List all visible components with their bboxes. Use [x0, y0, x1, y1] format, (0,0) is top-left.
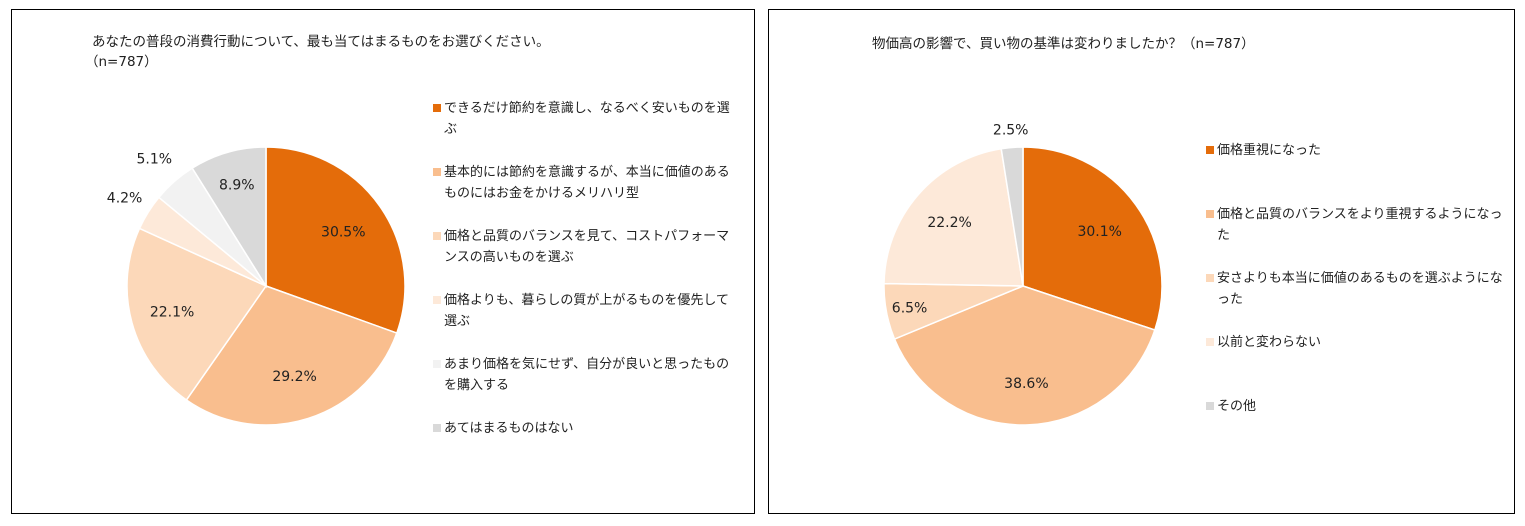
legend-swatch — [433, 232, 441, 240]
legend-label: あてはまるものはない — [444, 421, 574, 436]
slice-data-label: 22.2% — [927, 215, 971, 231]
slice-data-label: 30.1% — [1077, 224, 1121, 240]
pie-slice — [1000, 146, 1024, 287]
pie-slice — [185, 285, 398, 426]
chart-subtitle: （n=787） — [85, 54, 158, 70]
legend-item: あてはまるものはない — [433, 418, 733, 439]
chart-title: あなたの普段の消費行動について、最も当てはまるものをお選びください。 — [92, 34, 550, 50]
pie-slice — [265, 146, 406, 335]
legend-swatch — [433, 424, 441, 432]
legend-item: できるだけ節約を意識し、なるべく安いものを選ぶ — [433, 98, 733, 140]
slice-data-label: 4.2% — [107, 191, 143, 207]
legend-item: 基本的には節約を意識するが、本当に価値のあるものにはお金をかけるメリハリ型 — [433, 162, 733, 204]
legend-item: あまり価格を気にせず、自分が良いと思ったものを購入する — [433, 354, 733, 396]
legend-item: 以前と変わらない — [1206, 332, 1506, 353]
legend-item: 価格重視になった — [1206, 140, 1506, 161]
slice-data-label: 22.1% — [150, 305, 194, 321]
legend-label: 価格よりも、暮らしの質が上がるものを優先して選ぶ — [444, 293, 729, 329]
legend-label: できるだけ節約を意識し、なるべく安いものを選ぶ — [444, 101, 730, 137]
pie-slice — [126, 227, 268, 402]
pie-slice — [893, 285, 1156, 426]
legend-swatch — [1206, 402, 1214, 410]
slice-data-label: 8.9% — [219, 178, 255, 194]
legend-label: 価格と品質のバランスをより重視するようになった — [1217, 207, 1503, 243]
legend-label: その他 — [1217, 399, 1257, 414]
legend-item: その他 — [1206, 396, 1506, 417]
chart-panel-shopping-criteria: 物価高の影響で、買い物の基準は変わりましたか？（n=787） 30.1% 38.6… — [768, 9, 1515, 514]
legend-swatch — [433, 360, 441, 368]
legend-label: 価格と品質のバランスを見て、コストパフォーマンスの高いものを選ぶ — [444, 229, 730, 265]
slice-data-label: 38.6% — [1004, 376, 1048, 392]
legend-swatch — [433, 296, 441, 304]
legend-label: 以前と変わらない — [1217, 335, 1322, 350]
legend-swatch — [433, 104, 441, 112]
legend-item: 価格と品質のバランスを見て、コストパフォーマンスの高いものを選ぶ — [433, 226, 733, 268]
legend-item: 価格よりも、暮らしの質が上がるものを優先して選ぶ — [433, 290, 733, 332]
legend-item: 価格と品質のバランスをより重視するようになった — [1206, 204, 1506, 246]
legend-swatch — [1206, 146, 1214, 154]
legend-label: 基本的には節約を意識するが、本当に価値のあるものにはお金をかけるメリハリ型 — [444, 165, 730, 201]
pie-chart-consumption: 30.5% 29.2% 22.1% 4.2% 5.1% 8.9% — [107, 146, 406, 426]
pie-slice — [191, 146, 267, 289]
slice-data-label: 5.1% — [137, 151, 173, 167]
pie-slice — [883, 147, 1024, 287]
legend-swatch — [433, 168, 441, 176]
legend-item: 安さよりも本当に価値のあるものを選ぶようになった — [1206, 268, 1506, 310]
legend-label: あまり価格を気にせず、自分が良いと思ったものを購入する — [444, 357, 730, 393]
legend-swatch — [1206, 210, 1214, 218]
slice-data-label: 30.5% — [321, 225, 365, 241]
pie-chart-shopping-criteria: 30.1% 38.6% 6.5% 22.2% 2.5% — [883, 122, 1163, 426]
slice-data-label: 29.2% — [272, 369, 316, 385]
legend-label: 安さよりも本当に価値のあるものを選ぶようになった — [1217, 271, 1503, 307]
slice-data-label: 6.5% — [892, 301, 928, 317]
chart-panel-consumption: あなたの普段の消費行動について、最も当てはまるものをお選びください。 （n=78… — [11, 9, 755, 514]
legend-label: 価格重視になった — [1217, 143, 1322, 158]
pie-slice — [1022, 146, 1163, 331]
legend-swatch — [1206, 338, 1214, 346]
slice-data-label: 2.5% — [993, 122, 1029, 138]
legend-swatch — [1206, 274, 1214, 282]
chart-title: 物価高の影響で、買い物の基準は変わりましたか？（n=787） — [872, 36, 1255, 52]
